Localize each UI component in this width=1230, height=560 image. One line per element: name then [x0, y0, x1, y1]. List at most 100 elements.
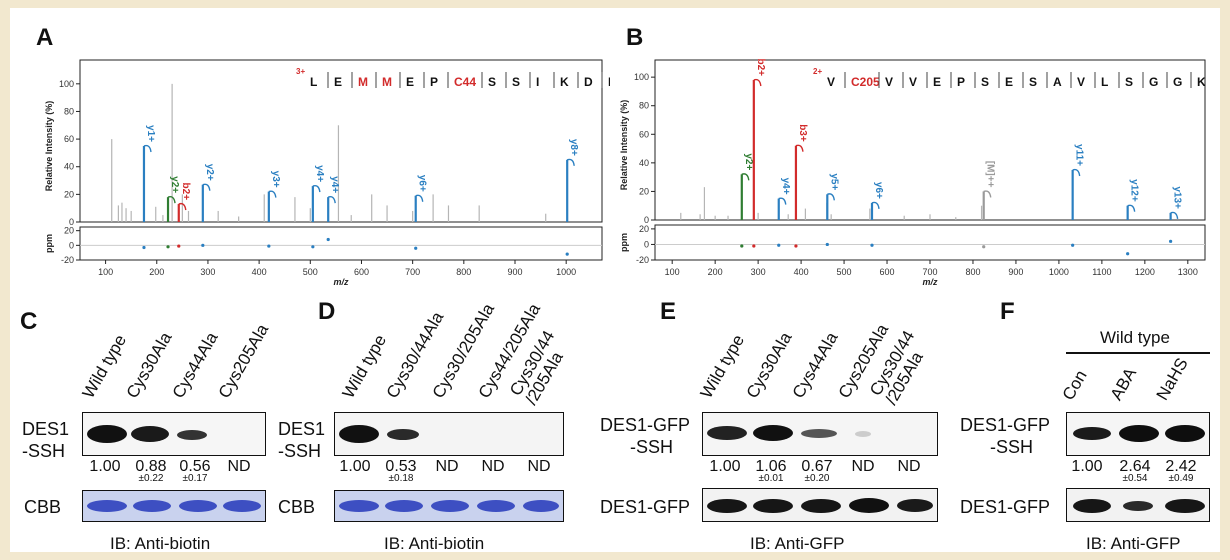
peak-label: y11+ — [1074, 144, 1085, 166]
ppm-axis-label: ppm — [619, 233, 629, 252]
quant-value: 1.06 ±0.01 — [755, 458, 787, 484]
quant-value: 2.64 ±0.54 — [1119, 458, 1151, 484]
quant-value: 0.56 ±0.17 — [179, 458, 211, 484]
row-label-line: -SSH — [990, 437, 1034, 457]
ppm-point — [1071, 243, 1075, 247]
peak-label: y5+ — [828, 173, 839, 190]
ib-label: IB: Anti-biotin — [110, 534, 211, 553]
charge-label: 2+ — [813, 67, 822, 76]
peak-hook — [312, 184, 321, 193]
x-tick-label: 1000 — [1049, 267, 1069, 277]
peak-hook — [983, 190, 992, 198]
band — [133, 500, 171, 512]
sequence-residue: V — [909, 75, 917, 89]
group-label: Wild type — [1100, 328, 1170, 347]
ppm-point — [326, 237, 330, 242]
ppm-point — [177, 244, 181, 248]
row-label-line: -SSH — [278, 441, 322, 461]
peak-hook — [167, 196, 176, 204]
peak-label: y6+ — [873, 182, 884, 199]
peak-hook — [753, 78, 762, 87]
x-tick-label: 200 — [708, 267, 723, 277]
peak-label: y3+ — [270, 171, 281, 188]
ppm-frame — [79, 226, 603, 261]
y-tick-label: 40 — [64, 162, 74, 172]
x-tick-label: 800 — [965, 267, 980, 277]
ppm-tick-label: 20 — [64, 226, 74, 236]
quant-value: ND — [851, 458, 875, 475]
sequence-residue: P — [957, 75, 965, 89]
quant-value: 1.00 — [1071, 458, 1103, 475]
peak-hook — [1072, 168, 1081, 177]
quant-value: ND — [227, 458, 251, 475]
y-tick-label: 40 — [639, 158, 649, 168]
quant-value: 2.42 ±0.49 — [1165, 458, 1197, 484]
sequence-residue: S — [512, 75, 520, 89]
y-axis-label: Relative Intensity (%) — [619, 100, 629, 191]
x-tick-label: 500 — [837, 267, 852, 277]
ppm-point — [166, 245, 170, 249]
plot-frame — [79, 59, 603, 223]
band — [707, 426, 747, 440]
ppm-point — [201, 243, 205, 247]
ppm-point — [565, 252, 569, 256]
y-tick-label: 80 — [64, 106, 74, 116]
y-tick-label: 20 — [639, 186, 649, 196]
ppm-point — [982, 245, 986, 249]
y-tick-label: 60 — [64, 134, 74, 144]
quant-value: 1.00 — [709, 458, 741, 475]
row-label-line: DES1 — [22, 419, 70, 439]
band — [385, 500, 423, 512]
peak-label: b2+ — [755, 58, 766, 76]
x-tick-label: 100 — [665, 267, 680, 277]
band — [1165, 425, 1205, 442]
peak-label: y2+ — [743, 153, 754, 170]
blot-des1-gfp — [1066, 488, 1210, 522]
peak-label: y4+ — [780, 178, 791, 195]
band — [177, 430, 207, 440]
ib-label: IB: Anti-GFP — [750, 534, 845, 553]
sequence-residue: M — [382, 75, 392, 89]
quant-value: ND — [897, 458, 921, 475]
sequence-residue: M — [358, 75, 368, 89]
ppm-point — [740, 244, 744, 248]
sequence-residue: L — [310, 75, 317, 89]
x-tick-label: 400 — [794, 267, 809, 277]
sequence-residue: S — [1125, 75, 1133, 89]
panel-a-label: A — [36, 24, 54, 51]
panel-d-label: D — [318, 298, 336, 325]
band — [523, 500, 559, 512]
x-tick-label: 700 — [405, 267, 420, 277]
x-tick-label: 1200 — [1135, 267, 1155, 277]
x-tick-label: 1000 — [556, 267, 576, 277]
quant-value: ND — [527, 458, 551, 475]
y-tick-label: 0 — [644, 215, 649, 225]
band — [1073, 427, 1111, 440]
blot-des1-ssh — [82, 412, 266, 456]
quant-value: ND — [435, 458, 459, 475]
peak-hook — [143, 144, 152, 153]
sequence-residue: G — [1149, 75, 1158, 89]
x-tick-label: 500 — [303, 267, 318, 277]
ppm-tick-label: 20 — [639, 224, 649, 234]
peak-hook — [1127, 204, 1136, 212]
ppm-tick-label: 0 — [644, 239, 649, 249]
y-tick-label: 60 — [639, 129, 649, 139]
row-label-line: -SSH — [630, 437, 674, 457]
sequence-residue: D — [584, 75, 593, 89]
peak-label: y8+ — [568, 139, 579, 156]
y-tick-label: 100 — [59, 79, 74, 89]
band — [431, 500, 469, 512]
ppm-tick-label: -20 — [636, 255, 649, 265]
x-tick-label: 600 — [354, 267, 369, 277]
x-tick-label: 1300 — [1178, 267, 1198, 277]
row-label-cbb: CBB — [278, 497, 316, 517]
peak-hook — [827, 193, 835, 201]
ppm-point — [414, 246, 418, 250]
peak-hook — [1170, 211, 1179, 219]
band — [753, 499, 793, 513]
ib-label: IB: Anti-biotin — [384, 534, 485, 553]
figure-canvas — [10, 8, 1220, 552]
